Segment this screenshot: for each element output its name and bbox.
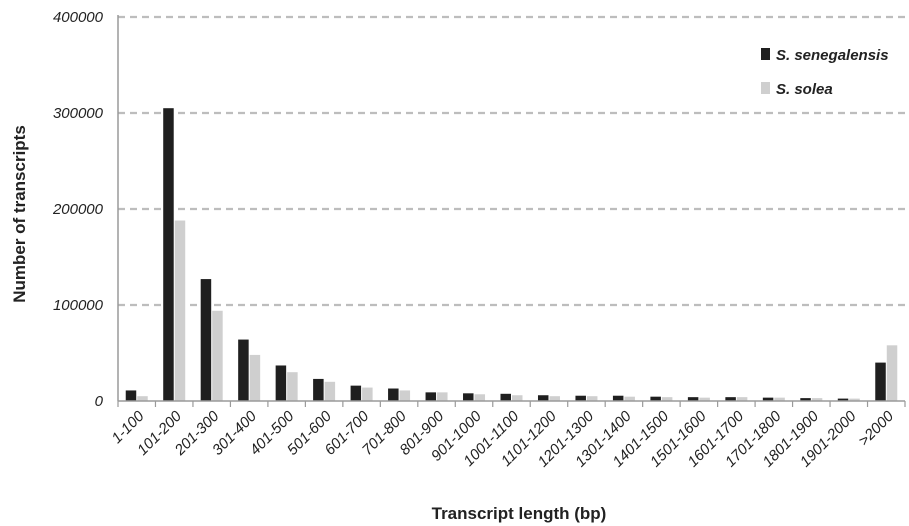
bar-s-solea xyxy=(849,398,860,401)
bar-series xyxy=(125,108,898,401)
bar-s-senegalensis xyxy=(163,108,174,401)
bar-s-solea xyxy=(399,390,411,401)
bar-s-senegalensis xyxy=(800,398,811,401)
axes xyxy=(117,15,906,407)
bar-s-senegalensis xyxy=(425,392,437,401)
x-tick-labels: 1-100101-200201-300301-400401-500501-600… xyxy=(108,407,897,470)
bar-s-solea xyxy=(661,397,673,401)
bar-s-senegalensis xyxy=(313,378,324,401)
bar-s-senegalensis xyxy=(575,395,586,401)
bar-s-senegalensis xyxy=(725,397,736,401)
bar-s-solea xyxy=(699,397,710,401)
bar-s-solea xyxy=(287,372,298,401)
bar-s-solea xyxy=(324,381,336,401)
bar-s-senegalensis xyxy=(762,397,774,401)
bar-s-senegalensis xyxy=(537,395,549,401)
y-tick-labels: 0 100000 200000 300000 400000 xyxy=(52,9,104,410)
y-tick-label: 0 xyxy=(95,393,104,410)
bar-s-senegalensis xyxy=(275,365,287,401)
bar-s-senegalensis xyxy=(687,397,699,401)
bar-s-senegalensis xyxy=(463,393,474,401)
y-tick-label: 400000 xyxy=(53,9,104,26)
bar-s-senegalensis xyxy=(388,388,399,401)
bar-s-solea xyxy=(212,310,223,401)
bar-s-solea xyxy=(174,220,186,401)
bar-s-senegalensis xyxy=(837,398,849,401)
bar-s-solea xyxy=(512,395,523,401)
bar-s-solea xyxy=(811,398,823,401)
bar-s-senegalensis xyxy=(350,385,362,401)
bar-s-senegalensis xyxy=(650,396,661,401)
legend-label: S. senegalensis xyxy=(776,47,889,64)
y-tick-label: 300000 xyxy=(53,105,104,122)
bar-s-senegalensis xyxy=(875,362,886,401)
y-tick-label: 200000 xyxy=(52,201,104,218)
bar-s-solea xyxy=(362,387,373,401)
bar-s-solea xyxy=(886,345,898,401)
legend-label: S. solea xyxy=(776,81,833,98)
bar-s-solea xyxy=(624,396,635,401)
bar-s-solea xyxy=(249,354,261,401)
bar-s-senegalensis xyxy=(125,390,137,401)
legend: S. senegalensis S. solea xyxy=(761,47,889,98)
bar-s-solea xyxy=(549,396,560,401)
x-axis-title: Transcript length (bp) xyxy=(432,504,607,523)
bar-s-solea xyxy=(137,396,148,401)
y-tick-label: 100000 xyxy=(53,297,104,314)
legend-swatch xyxy=(761,48,770,60)
bar-s-senegalensis xyxy=(612,395,624,401)
bar-s-senegalensis xyxy=(238,339,249,401)
bar-s-solea xyxy=(474,394,486,401)
bar-s-senegalensis xyxy=(200,279,212,401)
bar-s-solea xyxy=(736,397,748,401)
y-axis-title: Number of transcripts xyxy=(10,125,29,303)
bar-s-solea xyxy=(437,392,448,401)
legend-swatch xyxy=(761,82,770,94)
bar-s-solea xyxy=(774,397,785,401)
bar-s-senegalensis xyxy=(500,393,511,401)
bar-s-solea xyxy=(586,396,598,401)
x-tick-label: >2000 xyxy=(855,407,897,449)
